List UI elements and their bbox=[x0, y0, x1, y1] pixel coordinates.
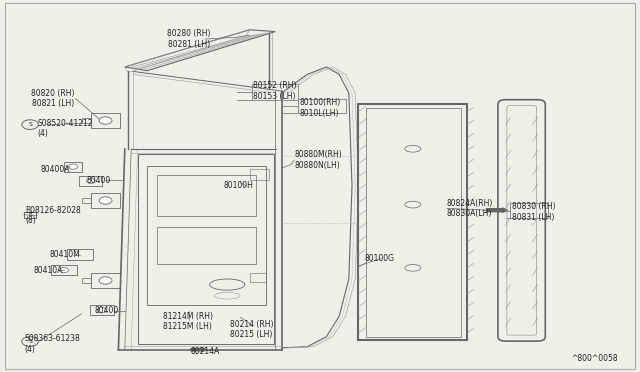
Text: S08520-41212
(4): S08520-41212 (4) bbox=[37, 119, 93, 138]
Bar bbox=[510, 203, 548, 218]
Text: 80400: 80400 bbox=[95, 306, 119, 315]
Text: 80280 (RH)
80281 (LH): 80280 (RH) 80281 (LH) bbox=[167, 29, 211, 49]
Text: 80214A: 80214A bbox=[191, 347, 220, 356]
Text: S: S bbox=[28, 122, 32, 127]
Text: 80880M(RH)
80880N(LH): 80880M(RH) 80880N(LH) bbox=[294, 150, 342, 170]
Bar bbox=[252, 84, 298, 100]
Text: 80400: 80400 bbox=[86, 176, 111, 185]
Circle shape bbox=[99, 117, 112, 124]
Text: ^800^0058: ^800^0058 bbox=[571, 354, 618, 363]
Text: 80400A: 80400A bbox=[40, 165, 70, 174]
Circle shape bbox=[99, 277, 112, 284]
Text: 80100G: 80100G bbox=[365, 254, 395, 263]
Text: S: S bbox=[28, 339, 32, 344]
Text: B08126-82028
(8): B08126-82028 (8) bbox=[26, 206, 81, 225]
Text: 80824A(RH)
80830A(LH): 80824A(RH) 80830A(LH) bbox=[447, 199, 493, 218]
Circle shape bbox=[60, 267, 68, 273]
Circle shape bbox=[86, 178, 95, 183]
Circle shape bbox=[99, 197, 112, 204]
Text: 80100H: 80100H bbox=[224, 182, 254, 190]
Circle shape bbox=[68, 164, 77, 169]
FancyArrow shape bbox=[191, 348, 207, 352]
Text: 80830 (RH)
80831 (LH): 80830 (RH) 80831 (LH) bbox=[512, 202, 556, 222]
Circle shape bbox=[97, 308, 106, 313]
Text: 81214M (RH)
81215M (LH): 81214M (RH) 81215M (LH) bbox=[163, 312, 213, 331]
Text: S08363-61238
(4): S08363-61238 (4) bbox=[24, 334, 80, 354]
Text: 80214 (RH)
80215 (LH): 80214 (RH) 80215 (LH) bbox=[230, 320, 274, 339]
Bar bbox=[298, 99, 346, 113]
Text: 80820 (RH)
80821 (LH): 80820 (RH) 80821 (LH) bbox=[31, 89, 75, 108]
FancyArrow shape bbox=[486, 208, 508, 212]
Text: 80410M: 80410M bbox=[50, 250, 81, 259]
Bar bbox=[24, 212, 36, 218]
Text: 80152 (RH)
80153 (LH): 80152 (RH) 80153 (LH) bbox=[253, 81, 296, 101]
Text: 80410A: 80410A bbox=[34, 266, 63, 275]
Text: B: B bbox=[28, 212, 32, 217]
Text: 80100(RH)
8010L(LH): 80100(RH) 8010L(LH) bbox=[300, 98, 340, 118]
